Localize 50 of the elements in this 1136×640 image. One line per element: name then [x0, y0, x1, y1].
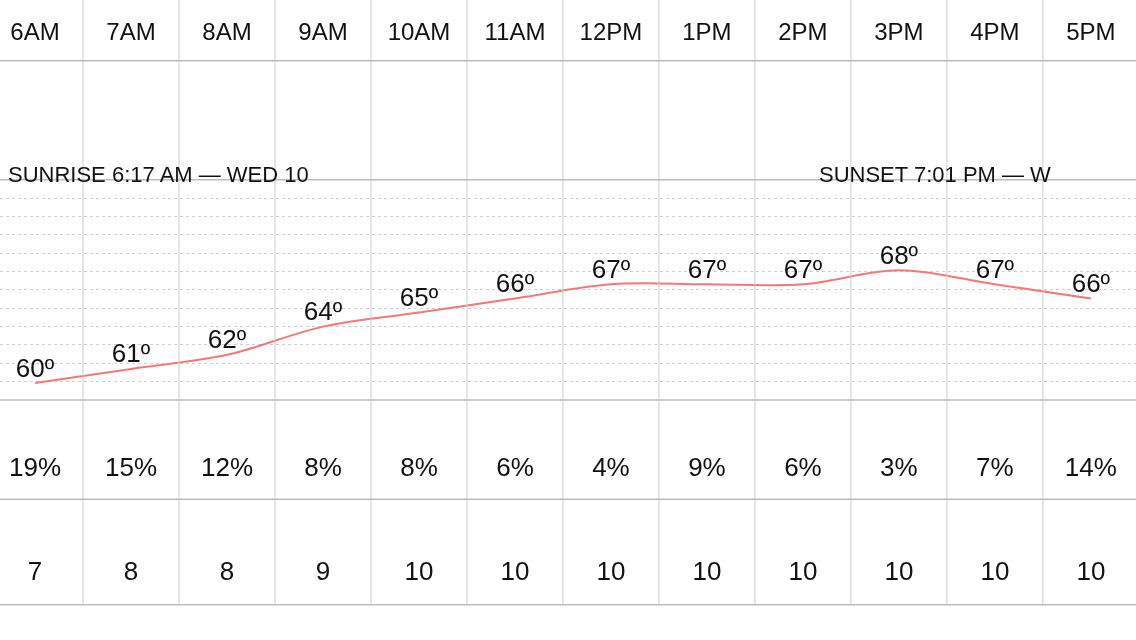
data-label: 67º: [975, 253, 1015, 284]
x-tick-label: 6AM: [10, 18, 60, 45]
data-label: 60º: [15, 352, 55, 383]
data-label: 67º: [687, 253, 727, 284]
x-tick-label: 3PM: [874, 18, 924, 45]
data-label: 10: [884, 555, 914, 586]
x-tick-label: 11AM: [484, 18, 546, 45]
x-tick-label: 10AM: [387, 18, 451, 45]
data-label: 66º: [1071, 267, 1111, 298]
data-label: 9%: [688, 451, 726, 482]
data-label: 61º: [111, 338, 151, 369]
x-tick-label: 2PM: [778, 18, 828, 45]
data-label: 8%: [304, 451, 342, 482]
data-label: 10: [692, 555, 722, 586]
data-label: 10: [980, 555, 1010, 586]
data-label: 14%: [1064, 451, 1117, 482]
data-label: 67º: [783, 253, 823, 284]
text: SUNSET 7:01 PM — W: [819, 162, 1052, 187]
data-label: 10: [1076, 555, 1106, 586]
data-label: 10: [788, 555, 818, 586]
data-label: 68º: [879, 239, 919, 270]
data-label: 64º: [303, 296, 343, 327]
data-label: 10: [404, 555, 434, 586]
x-tick-label: 7AM: [106, 18, 156, 45]
data-label: 7%: [976, 451, 1014, 482]
data-label: 67º: [591, 253, 631, 284]
data-label: 6%: [784, 451, 822, 482]
data-label: 10: [596, 555, 626, 586]
data-label: 6%: [496, 451, 534, 482]
data-label: 15%: [105, 451, 158, 482]
x-tick-label: 12PM: [579, 18, 643, 45]
data-label: 8%: [400, 451, 438, 482]
x-tick-label: 5PM: [1066, 18, 1116, 45]
x-tick-label: 4PM: [970, 18, 1020, 45]
data-label: 10: [500, 555, 530, 586]
data-label: 66º: [495, 267, 535, 298]
x-tick-label: 1PM: [682, 18, 732, 45]
data-label: 9: [315, 555, 331, 586]
data-label: 3%: [880, 451, 918, 482]
data-label: 8: [123, 555, 139, 586]
data-label: 4%: [592, 451, 630, 482]
data-label: 65º: [399, 282, 439, 312]
data-label: 62º: [207, 324, 247, 355]
data-label: 12%: [200, 451, 254, 482]
data-label: 8: [219, 555, 235, 586]
text: SUNRISE 6:17 AM — WED 10: [8, 162, 309, 187]
x-tick-label: 9AM: [298, 18, 348, 45]
data-label: 7: [27, 555, 43, 586]
x-tick-label: 8AM: [202, 18, 252, 45]
data-label: 19%: [9, 451, 62, 482]
